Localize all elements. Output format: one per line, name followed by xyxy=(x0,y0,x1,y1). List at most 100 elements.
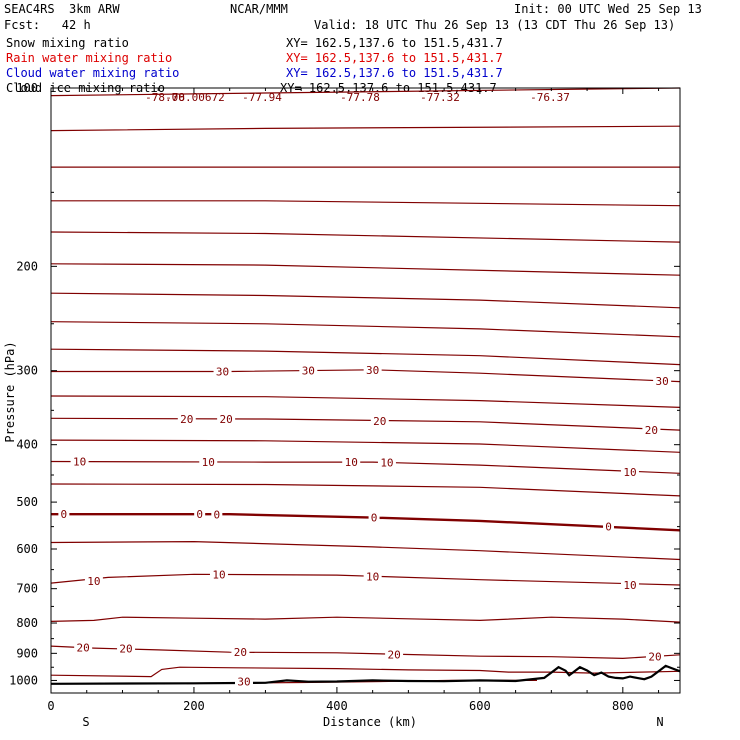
top-contour-label: -76.37 xyxy=(530,91,570,104)
contour-label: 20 xyxy=(234,646,247,659)
model-name: SEAC4RS 3km ARW xyxy=(4,2,120,16)
contour-label-bg xyxy=(645,650,664,663)
contour-line xyxy=(50,395,681,408)
contour-label: 20 xyxy=(648,651,661,664)
y-tick-label: 400 xyxy=(16,438,38,452)
contour-label-bg xyxy=(342,456,361,469)
endpoint-right: N xyxy=(656,715,663,729)
contour-label: 30 xyxy=(237,675,250,688)
x-tick-label: 0 xyxy=(47,699,54,713)
x-axis-title: Distance (km) xyxy=(323,715,417,729)
field-xy-cloud-water: XY= 162.5,137.6 to 151.5,431.7 xyxy=(286,66,503,80)
field-name-rain: Rain water mixing ratio xyxy=(6,51,173,65)
contour-line xyxy=(50,483,681,497)
contour-label: 10 xyxy=(345,456,358,469)
contour-label: 30 xyxy=(656,375,669,388)
contour-label-bg xyxy=(368,511,380,524)
contour-label: 10 xyxy=(366,571,379,584)
x-tick-label: 600 xyxy=(469,699,491,713)
top-contour-label: -77.78 xyxy=(340,91,380,104)
contour-label: 10 xyxy=(623,579,636,592)
y-tick-label: 700 xyxy=(16,582,38,596)
contour-label: 20 xyxy=(373,415,386,428)
x-tick-label: 400 xyxy=(326,699,348,713)
y-tick-label: 300 xyxy=(16,364,38,378)
contour-label-bg xyxy=(84,575,103,588)
contour-label-bg xyxy=(74,641,93,654)
contour-line xyxy=(50,540,681,561)
contour-label: 10 xyxy=(87,575,100,588)
top-contour-label: -78.00 xyxy=(145,91,185,104)
top-contour-label: -77.94 xyxy=(242,91,282,104)
contour-line xyxy=(50,417,681,431)
top-contour-label: -77.32 xyxy=(420,91,460,104)
contour-label-bg xyxy=(177,413,196,426)
contour-line xyxy=(50,87,681,97)
x-tick-label: 200 xyxy=(183,699,205,713)
terrain-line xyxy=(50,664,681,685)
contour-label-bg xyxy=(385,648,404,661)
plot-frame xyxy=(50,87,681,694)
contour-label-bg xyxy=(642,424,661,437)
contour-line xyxy=(51,200,681,207)
contour-line xyxy=(50,645,681,660)
y-tick-label: 800 xyxy=(16,616,38,630)
contour-label: 10 xyxy=(73,455,86,468)
x-tick-label: 800 xyxy=(612,699,634,713)
contour-label: 30 xyxy=(302,365,315,378)
contour-label-bg xyxy=(217,413,236,426)
contour-label-bg xyxy=(199,456,218,469)
contour-label: 20 xyxy=(387,648,400,661)
y-tick-label: 200 xyxy=(16,259,38,273)
contour-label: 10 xyxy=(202,456,215,469)
field-xy-snow: XY= 162.5,137.6 to 151.5,431.7 xyxy=(286,36,503,50)
top-label-layer: -78.00-78.00672 -77.94 -77.78 -77.32 -76.37 xyxy=(145,91,570,104)
terrain-layer xyxy=(50,664,681,685)
contour-label: 0 xyxy=(214,509,221,522)
contour-label-bg xyxy=(363,363,382,376)
contour-label-bg xyxy=(194,508,206,521)
contour-line xyxy=(50,616,681,623)
field-xy-rain: XY= 162.5,137.6 to 151.5,431.7 xyxy=(286,51,503,65)
contour-line xyxy=(50,231,681,243)
contour-label: 0 xyxy=(196,508,203,521)
contour-label: 0 xyxy=(61,508,68,521)
contour-label: 30 xyxy=(216,366,229,379)
contour-label: 10 xyxy=(623,466,636,479)
valid-time: Valid: 18 UTC Thu 26 Sep 13 (13 CDT Thu … xyxy=(314,18,676,32)
contour-label-bg xyxy=(234,675,253,688)
contour-label-bg xyxy=(209,568,228,581)
contour-label-bg xyxy=(58,508,70,521)
contour-label: 20 xyxy=(77,642,90,655)
contour-line xyxy=(50,292,681,309)
contour-line xyxy=(50,460,681,474)
y-axis-title: Pressure (hPa) xyxy=(3,341,17,442)
contour-line xyxy=(50,125,681,132)
forecast-hour: Fcst: 42 h xyxy=(4,18,91,32)
org-name: NCAR/MMM xyxy=(230,2,288,16)
contour-label: 30 xyxy=(366,364,379,377)
y-tick-label: 500 xyxy=(16,495,38,509)
contour-line xyxy=(50,439,681,453)
contour-label: 10 xyxy=(212,568,225,581)
contour-label: 20 xyxy=(645,424,658,437)
top-contour-label: -78.00672 xyxy=(165,91,225,104)
contour-line xyxy=(51,513,681,532)
contour-label-bg xyxy=(213,365,232,378)
contour-label-bg xyxy=(231,646,250,659)
field-name-snow: Snow mixing ratio xyxy=(6,36,129,50)
contour-label-bg xyxy=(211,508,223,521)
contour-label: 10 xyxy=(380,457,393,470)
y-tick-label: 100 xyxy=(16,81,38,95)
contour-line xyxy=(50,263,681,276)
contour-label-bg xyxy=(603,520,615,533)
contour-label-bg xyxy=(377,456,396,469)
contour-label: 20 xyxy=(119,643,132,656)
init-time: Init: 00 UTC Wed 25 Sep 13 xyxy=(514,2,702,16)
contour-label: 20 xyxy=(180,413,193,426)
contour-label-bg xyxy=(70,455,89,468)
y-tick-label: 600 xyxy=(16,542,38,556)
contour-label: 0 xyxy=(605,521,612,534)
